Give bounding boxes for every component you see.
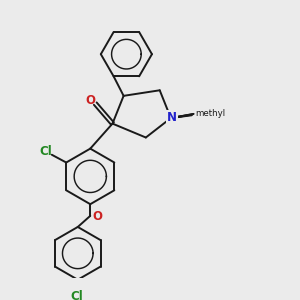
Text: methyl: methyl (195, 109, 225, 118)
Text: Cl: Cl (39, 145, 52, 158)
Text: O: O (93, 210, 103, 223)
Text: O: O (85, 94, 95, 107)
Text: Cl: Cl (71, 290, 84, 300)
Text: N: N (167, 111, 177, 124)
